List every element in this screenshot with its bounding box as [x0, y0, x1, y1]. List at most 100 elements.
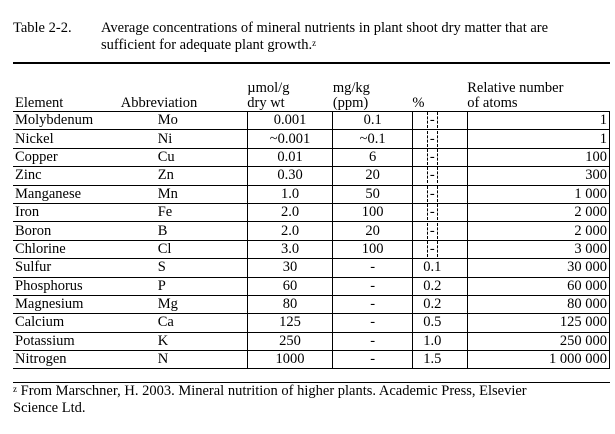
- caption-note-mark: z: [312, 38, 317, 48]
- cell-mgkg: 100: [332, 203, 413, 223]
- cell-percent: -: [412, 203, 468, 223]
- cell-relative-atoms: 300: [466, 166, 611, 186]
- cell-abbreviation: Ni: [120, 129, 248, 149]
- cell-relative-atoms: 1: [466, 111, 611, 131]
- cell-relative-atoms: 250 000: [466, 332, 611, 352]
- cell-abbreviation: N: [120, 350, 248, 370]
- header-abbreviation: Abbreviation: [120, 78, 248, 112]
- cell-element: Zinc: [13, 166, 121, 186]
- cell-umol: 0.30: [246, 166, 334, 186]
- cell-umol: ~0.001: [246, 129, 334, 149]
- cell-element: Magnesium: [13, 295, 121, 315]
- cell-umol: 60: [246, 277, 334, 296]
- cell-element: Manganese: [13, 185, 121, 204]
- footnote-text: From Marschner, H. 2003. Mineral nutriti…: [20, 383, 527, 399]
- cell-element: Calcium: [13, 313, 121, 333]
- cell-element: Chlorine: [13, 240, 121, 260]
- cell-percent: -: [412, 129, 468, 149]
- cell-relative-atoms: 100: [466, 148, 611, 168]
- cell-mgkg: 6: [332, 148, 413, 168]
- table-row: Boron B 2.0 20-2 000: [13, 221, 611, 241]
- header-percent: %: [412, 78, 468, 112]
- table-row: Potassium K 250-1.0 250 000: [13, 332, 611, 352]
- cell-umol: 30: [246, 258, 334, 278]
- cell-percent: -: [412, 166, 468, 186]
- cell-percent: 0.1: [412, 258, 468, 278]
- cell-umol: 0.01: [246, 148, 334, 168]
- table-label: Table 2-2.: [13, 20, 72, 36]
- cell-percent: 0.2: [412, 277, 468, 296]
- table-row: Manganese Mn 1.0 50-1 000: [13, 185, 611, 204]
- cell-abbreviation: Cl: [120, 240, 248, 260]
- cell-abbreviation: Zn: [120, 166, 248, 186]
- table-row: Molybdenum Mo 0.001 0.1-1: [13, 111, 611, 131]
- cell-abbreviation: Mg: [120, 295, 248, 315]
- table-row: Phosphorus P 60-0.2 60 000: [13, 277, 611, 296]
- cell-percent: -: [412, 240, 468, 260]
- cell-abbreviation: B: [120, 221, 248, 241]
- cell-element: Nickel: [13, 129, 121, 149]
- table-row: Copper Cu 0.01 6-100: [13, 148, 611, 168]
- cell-relative-atoms: 1: [466, 129, 611, 149]
- top-rule: [13, 62, 610, 64]
- footnote-mark: z: [13, 384, 17, 394]
- cell-percent: 0.2: [412, 295, 468, 315]
- cell-element: Sulfur: [13, 258, 121, 278]
- cell-relative-atoms: 125 000: [466, 313, 611, 333]
- cell-umol: 125: [246, 313, 334, 333]
- cell-percent: 1.5: [412, 350, 468, 370]
- cell-element: Copper: [13, 148, 121, 168]
- cell-mgkg: 20: [332, 166, 413, 186]
- caption-line-1: Average concentrations of mineral nutrie…: [101, 20, 549, 36]
- cell-abbreviation: Ca: [120, 313, 248, 333]
- cell-umol: 80: [246, 295, 334, 315]
- cell-element: Molybdenum: [13, 111, 121, 131]
- cell-percent: -: [412, 111, 468, 131]
- header-relative-atoms: Relative number of atoms: [467, 78, 610, 112]
- cell-umol: 2.0: [246, 203, 334, 223]
- cell-relative-atoms: 2 000: [466, 203, 611, 223]
- cell-abbreviation: P: [120, 277, 248, 296]
- cell-mgkg: -: [332, 332, 413, 352]
- cell-relative-atoms: 80 000: [466, 295, 611, 315]
- cell-element: Phosphorus: [13, 277, 121, 296]
- header-row: Element Abbreviation µmol/g dry wt mg/kg(…: [13, 78, 610, 112]
- cell-relative-atoms: 1 000: [466, 185, 611, 204]
- cell-umol: 1.0: [246, 185, 334, 204]
- cell-percent: -: [412, 148, 468, 168]
- cell-percent: 1.0: [412, 332, 468, 352]
- header-mgkg: mg/kg (ppm): [332, 78, 413, 112]
- cell-relative-atoms: 2 000: [466, 221, 611, 241]
- cell-abbreviation: S: [120, 258, 248, 278]
- cell-relative-atoms: 30 000: [466, 258, 611, 278]
- header-umol: µmol/g dry wt: [247, 78, 333, 112]
- cell-element: Potassium: [13, 332, 121, 352]
- table-row: Nickel Ni ~0.001 ~0.1-1: [13, 129, 611, 149]
- cell-mgkg: 50: [332, 185, 413, 204]
- cell-umol: 1000: [246, 350, 334, 370]
- cell-umol: 3.0: [246, 240, 334, 260]
- footnote-text-2: Science Ltd.: [13, 400, 86, 416]
- cell-umol: 2.0: [246, 221, 334, 241]
- caption-line-2: sufficient for adequate plant growth.z: [101, 37, 316, 54]
- cell-relative-atoms: 3 000: [466, 240, 611, 260]
- cell-umol: 250: [246, 332, 334, 352]
- table-row: Nitrogen N 1000-1.5 1 000 000: [13, 350, 611, 370]
- cell-abbreviation: Cu: [120, 148, 248, 168]
- cell-element: Boron: [13, 221, 121, 241]
- cell-percent: 0.5: [412, 313, 468, 333]
- table-row: Sulfur S 30-0.1 30 000: [13, 258, 611, 278]
- table-body: Molybdenum Mo 0.001 0.1-1 Nickel Ni ~0.001 ~0.1…: [13, 111, 611, 370]
- table-row: Iron Fe 2.0 100-2 000: [13, 203, 611, 223]
- cell-mgkg: -: [332, 313, 413, 333]
- nutrient-table: Element Abbreviation µmol/g dry wt mg/kg(…: [13, 78, 611, 370]
- cell-mgkg: -: [332, 350, 413, 370]
- cell-percent: -: [412, 185, 468, 204]
- cell-abbreviation: Fe: [120, 203, 248, 223]
- table-row: Magnesium Mg 80-0.2 80 000: [13, 295, 611, 315]
- cell-mgkg: -: [332, 258, 413, 278]
- cell-abbreviation: K: [120, 332, 248, 352]
- cell-umol: 0.001: [246, 111, 334, 131]
- cell-element: Iron: [13, 203, 121, 223]
